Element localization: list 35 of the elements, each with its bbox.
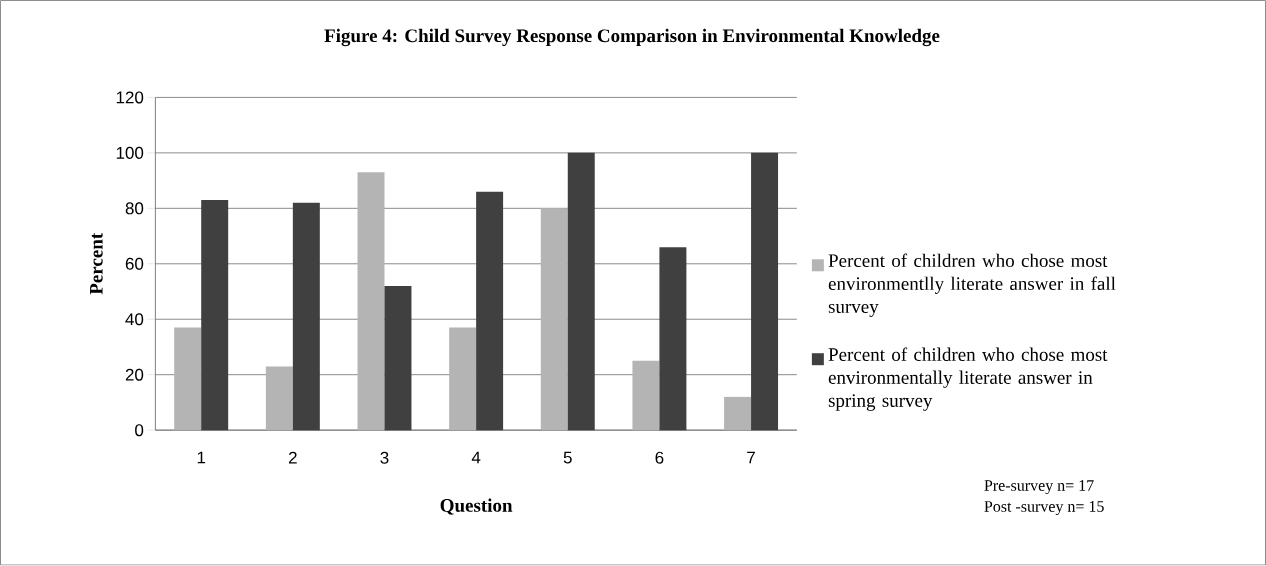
bar (449, 327, 477, 431)
bar (292, 203, 320, 431)
x-axis-title: Question (440, 498, 513, 515)
bar (357, 172, 385, 431)
bar (751, 153, 779, 431)
x-tick-label: 2 (288, 451, 297, 464)
y-axis-title: Percent (90, 233, 103, 295)
bar (265, 366, 293, 431)
x-tick-label: 4 (471, 451, 481, 464)
bar (174, 327, 202, 431)
x-tick-label: 1 (197, 451, 206, 464)
legend-label: Percent of children who chose most environmentlly literate answer in fall survey (828, 253, 1116, 318)
y-tick-label: 20 (125, 368, 144, 381)
chart-title: Figure 4: Child Survey Response Comparison in Environmental Knowledge (324, 28, 940, 47)
y-tick-label: 60 (125, 257, 144, 271)
bar (659, 247, 687, 431)
bar (724, 397, 752, 431)
bar (384, 286, 412, 431)
bar (567, 153, 595, 431)
y-tick-label: 80 (125, 202, 144, 215)
text: Pre-survey n= 17 (984, 480, 1094, 495)
x-tick-label: 6 (655, 451, 664, 464)
x-tick-label: 5 (563, 451, 572, 464)
bar (540, 208, 568, 431)
y-tick-label: 120 (116, 91, 144, 104)
bar (476, 191, 504, 431)
y-tick-label: 100 (116, 147, 144, 160)
bar (201, 200, 229, 431)
y-tick-label: 0 (135, 424, 144, 437)
x-tick-label: 3 (380, 451, 389, 464)
x-tick-label: 7 (747, 451, 755, 464)
legend-label: Percent of children who chose most environmentally literate answer in spring survey (828, 347, 1108, 412)
y-tick-label: 40 (125, 313, 144, 326)
text: Post -survey n= 15 (984, 501, 1104, 516)
bar (632, 361, 660, 431)
